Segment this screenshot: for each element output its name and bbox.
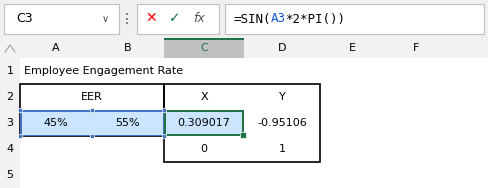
Bar xyxy=(164,38,244,58)
Bar xyxy=(225,4,484,34)
Bar xyxy=(0,136,20,162)
Text: =SIN(: =SIN( xyxy=(233,12,270,26)
Bar xyxy=(162,134,166,138)
Text: 4: 4 xyxy=(6,144,14,154)
Text: 5: 5 xyxy=(6,170,14,180)
Bar xyxy=(0,58,20,84)
Bar xyxy=(164,38,244,40)
Bar xyxy=(18,108,22,112)
Text: *2*PI()): *2*PI()) xyxy=(285,12,346,26)
Text: 45%: 45% xyxy=(43,118,68,128)
Bar xyxy=(137,4,219,34)
Bar xyxy=(18,134,22,138)
Text: E: E xyxy=(348,43,355,53)
Bar xyxy=(92,110,164,136)
Bar xyxy=(164,84,320,162)
Bar xyxy=(242,110,244,136)
Bar xyxy=(0,162,20,188)
Bar xyxy=(20,110,21,136)
Text: C: C xyxy=(200,43,208,53)
Bar xyxy=(164,110,244,112)
Text: B: B xyxy=(124,43,132,53)
Text: A: A xyxy=(52,43,60,53)
Bar xyxy=(0,38,488,188)
Text: 1: 1 xyxy=(6,66,14,76)
Text: -0.95106: -0.95106 xyxy=(257,118,307,128)
Text: A3: A3 xyxy=(270,12,285,26)
Text: ⋮: ⋮ xyxy=(120,12,134,26)
Text: 1: 1 xyxy=(279,144,285,154)
Text: EER: EER xyxy=(81,92,103,102)
Text: fx: fx xyxy=(193,12,205,26)
Bar xyxy=(240,132,246,138)
Text: 2: 2 xyxy=(6,92,14,102)
Text: ✓: ✓ xyxy=(169,11,181,26)
Text: 55%: 55% xyxy=(116,118,141,128)
Bar xyxy=(0,38,488,58)
Text: X: X xyxy=(200,92,208,102)
Bar xyxy=(20,110,164,111)
Bar xyxy=(164,110,244,136)
Bar xyxy=(163,110,164,136)
Text: ∨: ∨ xyxy=(102,14,108,24)
Text: F: F xyxy=(413,43,419,53)
Text: ✕: ✕ xyxy=(145,11,157,26)
Bar xyxy=(90,108,94,112)
Text: C3: C3 xyxy=(16,12,33,26)
Text: D: D xyxy=(278,43,286,53)
Text: Employee Engagement Rate: Employee Engagement Rate xyxy=(24,66,183,76)
Bar xyxy=(164,110,166,136)
Text: Y: Y xyxy=(279,92,285,102)
Bar xyxy=(20,134,164,136)
Bar xyxy=(164,134,244,136)
Bar xyxy=(20,84,164,136)
Text: 0.309017: 0.309017 xyxy=(178,118,230,128)
Bar xyxy=(90,134,94,138)
Bar xyxy=(0,0,488,38)
Text: 3: 3 xyxy=(6,118,14,128)
Text: 0: 0 xyxy=(201,144,207,154)
Bar xyxy=(162,108,166,112)
Bar xyxy=(4,4,119,34)
Bar xyxy=(20,110,92,136)
Bar xyxy=(0,110,20,136)
Bar xyxy=(0,84,20,110)
